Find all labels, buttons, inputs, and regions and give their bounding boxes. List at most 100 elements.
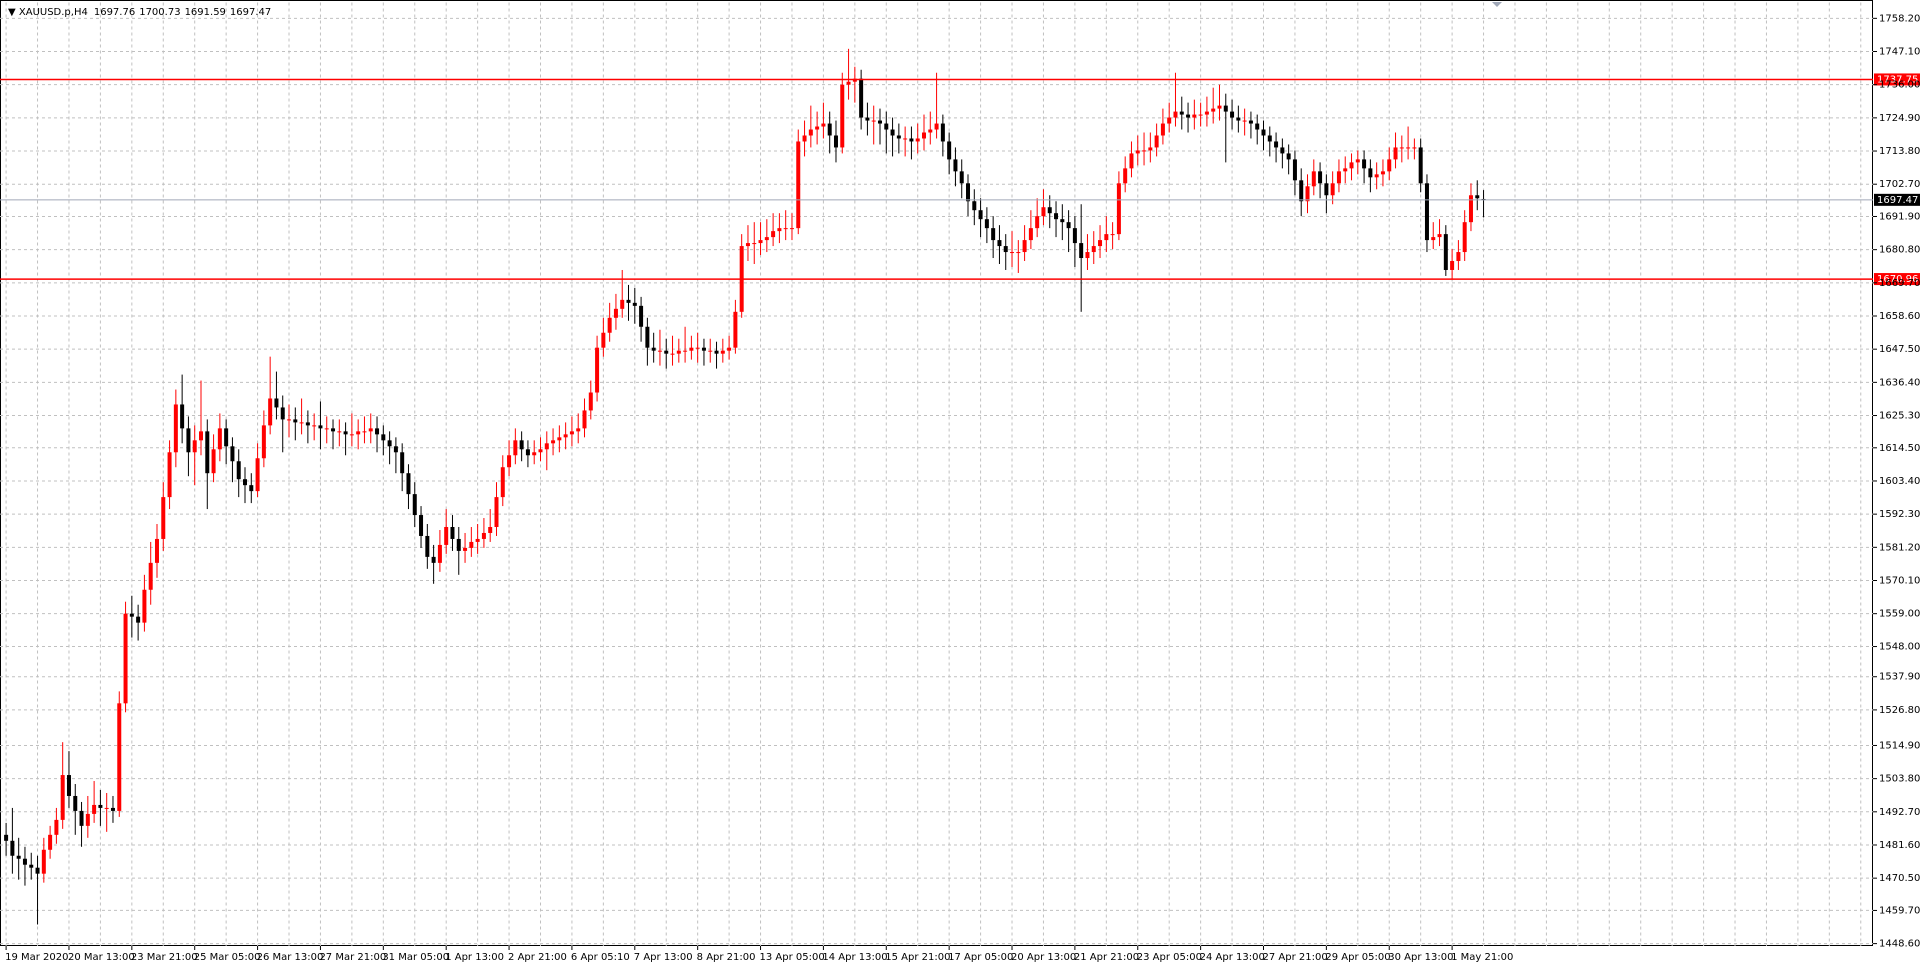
candle-body — [959, 171, 964, 184]
candle-body — [595, 347, 600, 393]
candle-body — [507, 455, 512, 468]
candle-body — [909, 138, 914, 142]
x-tick-label: 27 Mar 21:00 — [319, 952, 386, 963]
candle-body — [519, 440, 524, 450]
candle-body — [444, 526, 449, 545]
candle-body — [1028, 228, 1033, 241]
candle-body — [60, 775, 65, 820]
x-tick-label: 24 Apr 13:00 — [1200, 952, 1265, 963]
candle-body — [1192, 114, 1197, 118]
candle-body — [92, 804, 97, 814]
plot-frame — [0, 0, 1873, 946]
candle-body — [833, 135, 838, 148]
candle-body — [1343, 168, 1348, 172]
candle-body — [54, 819, 59, 835]
level-label-bg — [1874, 73, 1920, 86]
candle-body — [1072, 228, 1077, 244]
candle-body — [343, 431, 348, 435]
candle-body — [1286, 153, 1291, 160]
x-tick-label: 29 Apr 05:00 — [1325, 952, 1390, 963]
y-tick-label: 1691.90 — [1879, 211, 1920, 222]
candle-body — [1261, 129, 1266, 136]
y-tick-label: 1592.30 — [1879, 509, 1920, 520]
candles — [4, 48, 1486, 925]
x-tick-label: 13 Apr 05:00 — [760, 952, 825, 963]
candle-body — [431, 556, 436, 563]
y-tick-label: 1747.10 — [1879, 47, 1920, 58]
candle-body — [180, 404, 185, 429]
candle-body — [1186, 114, 1191, 118]
candle-body — [412, 494, 417, 516]
x-tick-label: 27 Apr 21:00 — [1263, 952, 1328, 963]
candle-body — [525, 449, 530, 456]
candle-body — [167, 452, 172, 498]
candle-body — [1305, 186, 1310, 202]
candle-body — [356, 431, 361, 435]
candle-body — [1475, 195, 1480, 199]
y-tick-label: 1713.80 — [1879, 146, 1920, 157]
candle-body — [1443, 234, 1448, 270]
x-tick-label: 14 Apr 13:00 — [822, 952, 887, 963]
candle-body — [1374, 174, 1379, 178]
candle-body — [714, 350, 719, 354]
high-value: 1700.73 — [139, 7, 180, 18]
candle-body — [764, 237, 769, 241]
candle-body — [569, 431, 574, 435]
candle-body — [984, 219, 989, 229]
x-tick-label: 20 Mar 13:00 — [68, 952, 135, 963]
candle-body — [783, 228, 788, 230]
candle-body — [708, 350, 713, 352]
x-tick-label: 26 Mar 13:00 — [257, 952, 324, 963]
candle-body — [978, 210, 983, 220]
candle-body — [1311, 171, 1316, 187]
candle-body — [16, 855, 21, 859]
candle-body — [406, 473, 411, 495]
bid-label-bg — [1874, 193, 1920, 206]
candle-body — [85, 813, 90, 826]
candle-body — [425, 535, 430, 557]
y-tick-label: 1559.00 — [1879, 609, 1920, 620]
candle-body — [368, 428, 373, 432]
candle-body — [205, 431, 210, 474]
candle-body — [1242, 120, 1247, 122]
candle-body — [991, 228, 996, 241]
candle-body — [620, 299, 625, 309]
candle-body — [1047, 207, 1052, 214]
candle-body — [236, 461, 241, 480]
candle-body — [437, 544, 442, 563]
candle-body — [758, 240, 763, 244]
candle-body — [1154, 135, 1159, 148]
candle-body — [1431, 237, 1436, 241]
candle-body — [230, 446, 235, 462]
candle-body — [601, 332, 606, 348]
candle-body — [217, 428, 222, 450]
close-value: 1697.47 — [230, 7, 271, 18]
candle-body — [1412, 147, 1417, 149]
candle-body — [1462, 222, 1467, 253]
candle-body — [129, 613, 134, 617]
y-tick-label: 1669.70 — [1879, 278, 1920, 289]
candle-body — [1406, 147, 1411, 149]
candle-body — [1230, 111, 1235, 118]
candle-body — [588, 392, 593, 411]
y-tick-label: 1481.60 — [1879, 840, 1920, 851]
candle-body — [551, 440, 556, 444]
candle-body — [305, 422, 310, 426]
candle-body — [1204, 111, 1209, 115]
candle-body — [1336, 171, 1341, 184]
candle-body — [802, 135, 807, 142]
candle-body — [186, 428, 191, 453]
candle-body — [689, 347, 694, 351]
candle-body — [1255, 123, 1260, 130]
candle-body — [1280, 147, 1285, 154]
shift-marker — [1492, 2, 1502, 7]
candle-body — [532, 452, 537, 456]
candle-body — [73, 795, 78, 811]
candle-body — [701, 347, 706, 351]
candle-body — [198, 431, 203, 441]
candle-body — [1248, 120, 1253, 124]
candle-body — [387, 440, 392, 447]
candle-body — [173, 404, 178, 453]
candle-body — [997, 240, 1002, 247]
